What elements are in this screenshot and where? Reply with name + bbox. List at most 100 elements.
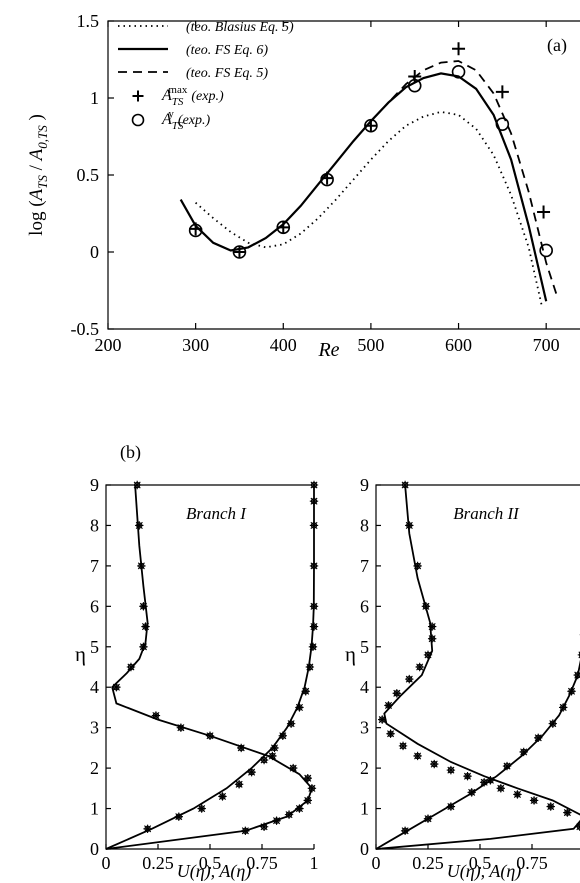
- data-point-star: [143, 824, 152, 833]
- plot-frame: [107, 20, 580, 330]
- data-point-star: [519, 747, 528, 757]
- data-point-plus: [408, 69, 422, 83]
- marker-cross: [427, 622, 437, 631]
- data-point-star: [295, 804, 304, 813]
- legend-label: (teo. FS Eq. 6): [186, 43, 268, 58]
- y-tick-label: 0: [90, 242, 99, 262]
- data-point-star: [272, 816, 281, 825]
- marker-cross: [135, 521, 144, 530]
- data-point-star: [286, 719, 296, 728]
- data-point-star: [307, 784, 317, 793]
- marker-cross: [567, 687, 576, 696]
- y-tick-label: 6: [360, 596, 369, 616]
- data-point-star: [141, 622, 150, 631]
- x-tick-label: 0.5: [199, 853, 222, 873]
- marker-cross: [486, 776, 495, 785]
- data-point-star: [205, 731, 215, 740]
- y-tick-label: 9: [360, 475, 369, 495]
- data-point-star: [234, 780, 244, 789]
- marker-cross: [309, 622, 319, 631]
- marker-cross: [133, 480, 142, 490]
- y-label-part: A: [26, 148, 47, 162]
- marker-cross: [398, 741, 408, 751]
- data-point-circle: [232, 245, 247, 259]
- y-tick-label: 7: [90, 556, 99, 576]
- marker-cross: [573, 670, 580, 680]
- data-point-star: [309, 561, 319, 571]
- profile-line: [375, 484, 580, 850]
- x-tick-label: 0: [372, 853, 381, 873]
- x-tick-label: 200: [95, 335, 122, 355]
- y-label-part: ): [26, 114, 47, 125]
- marker-cross: [563, 808, 572, 817]
- data-point-star: [534, 733, 543, 742]
- panel-b-branch-1: 0 0.25 0.5 0.75 1 0 1 2 3 4 5 6 7 8 9 Branch I U(η), A(η…: [75, 442, 318, 882]
- marker-cross: [137, 561, 146, 571]
- data-point-star: [259, 755, 269, 765]
- y-tick-label: 1: [90, 799, 99, 819]
- data-point-plus: [364, 119, 378, 133]
- x-axis-label: U(η), A(η): [177, 861, 252, 882]
- data-point-star: [577, 651, 580, 659]
- data-point-plus: [276, 220, 290, 234]
- marker-cross: [305, 662, 315, 672]
- data-point-star: [513, 790, 522, 799]
- y-tick-label: 2: [90, 758, 99, 778]
- data-point-star: [446, 765, 456, 775]
- marker-cross: [303, 796, 312, 805]
- marker-cross: [446, 765, 456, 775]
- x-axis-label: U(η), A(η): [447, 861, 522, 882]
- data-point-circle: [320, 172, 334, 187]
- marker-cross: [413, 751, 422, 761]
- data-point-star: [301, 687, 310, 696]
- data-point-star: [378, 715, 387, 724]
- marker-cross: [467, 788, 476, 797]
- legend-part: TS: [172, 96, 184, 108]
- marker-cross: [548, 719, 557, 728]
- legend-part: (exp.): [178, 113, 211, 128]
- series-line-dashed: [370, 60, 558, 296]
- y-label-part: A: [26, 188, 47, 202]
- y-tick-label: 3: [90, 718, 99, 738]
- y-tick-label: 0: [90, 839, 99, 859]
- marker-cross: [405, 521, 414, 530]
- data-point-star: [309, 602, 319, 611]
- marker-cross: [174, 812, 183, 821]
- marker-cross: [295, 703, 304, 712]
- data-point-star: [479, 778, 489, 787]
- legend-part: TS: [172, 120, 184, 132]
- x-tick-label: 0.5: [469, 853, 492, 873]
- marker-cross: [143, 824, 152, 833]
- marker-cross: [529, 796, 539, 805]
- series-line-solid: [179, 72, 548, 302]
- panel-label-a: (a): [547, 35, 567, 56]
- marker-cross: [400, 826, 410, 835]
- data-point-star: [427, 634, 437, 643]
- legend-part: A: [161, 87, 172, 104]
- y-tick-label: -0.5: [71, 319, 100, 339]
- data-point-star: [467, 788, 476, 797]
- data-point-star: [133, 480, 142, 490]
- subplot-title: Branch II: [453, 504, 520, 523]
- legend-label: (teo. Blasius Eq. 5): [186, 20, 294, 35]
- marker-cross: [423, 814, 433, 823]
- series-line-dotted: [195, 110, 543, 307]
- data-point-star: [496, 784, 505, 793]
- marker-cross: [309, 480, 319, 490]
- marker-cross: [307, 784, 317, 793]
- data-point-star: [427, 622, 437, 631]
- data-point-star: [259, 822, 269, 831]
- marker-cross: [415, 662, 424, 672]
- data-point-star: [400, 480, 410, 490]
- marker-cross: [519, 747, 528, 757]
- data-point-star: [413, 751, 422, 761]
- marker-cross: [139, 642, 148, 651]
- data-point-star: [137, 561, 146, 571]
- marker-cross: [446, 802, 456, 811]
- data-point-star: [270, 743, 279, 753]
- marker-cross: [247, 767, 256, 777]
- y-tick-label: 5: [90, 637, 99, 657]
- marker-cross: [534, 733, 543, 742]
- x-tick-label: 400: [270, 335, 297, 355]
